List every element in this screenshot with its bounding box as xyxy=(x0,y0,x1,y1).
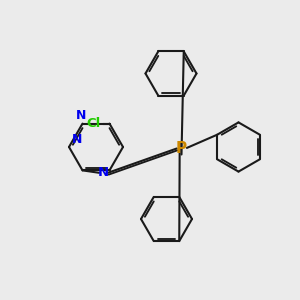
Text: P: P xyxy=(176,141,187,156)
Text: N: N xyxy=(71,133,82,146)
Text: N: N xyxy=(97,166,109,179)
Text: Cl: Cl xyxy=(86,117,100,130)
Text: N: N xyxy=(76,109,86,122)
